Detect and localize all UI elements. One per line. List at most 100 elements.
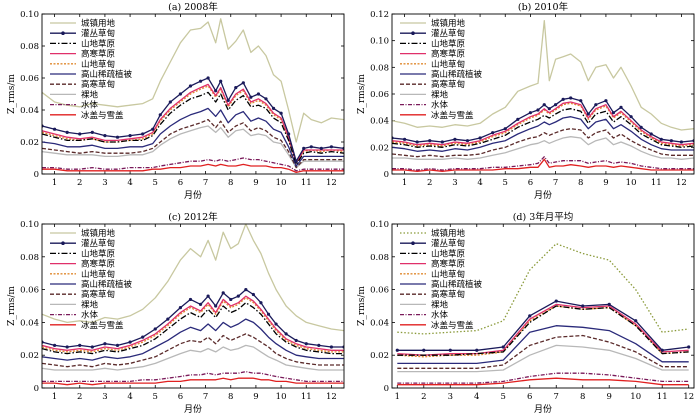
chart-title: (c) 2012年 xyxy=(168,211,218,223)
series-point xyxy=(317,343,321,347)
series-point xyxy=(287,132,291,136)
series-point xyxy=(528,111,533,115)
legend-label: 山地草原 xyxy=(431,38,465,49)
series-point xyxy=(188,297,193,302)
y-tick-label: 0.08 xyxy=(370,253,389,263)
x-tick-label: 8 xyxy=(228,392,233,402)
series-point xyxy=(151,127,155,131)
series-point xyxy=(554,299,558,303)
series-point xyxy=(422,348,426,352)
series-group xyxy=(42,224,344,386)
series-point xyxy=(501,345,505,349)
x-tick-label: 7 xyxy=(203,392,208,402)
series-point xyxy=(395,348,399,352)
x-tick-label: 4 xyxy=(127,392,132,402)
series-point xyxy=(440,140,444,144)
x-tick-label: 8 xyxy=(580,392,585,402)
series-line xyxy=(392,116,694,152)
legend-label: 高山稀疏植被 xyxy=(81,69,133,80)
x-tick-label: 2 xyxy=(77,178,82,188)
plot-frame xyxy=(41,13,345,175)
y-tick-label: 0.06 xyxy=(20,286,39,296)
series-point xyxy=(304,342,308,346)
x-tick-label: 11 xyxy=(301,392,312,402)
legend-label: 高山稀疏植被 xyxy=(431,279,483,290)
x-tick-label: 11 xyxy=(301,178,312,188)
x-tick-label: 6 xyxy=(178,178,183,188)
x-tick-label: 3 xyxy=(452,178,457,188)
series-point xyxy=(214,304,218,308)
series-point xyxy=(679,140,684,144)
series-line xyxy=(397,303,689,356)
series-point xyxy=(329,345,334,349)
series-line xyxy=(42,163,344,174)
legend-marker xyxy=(61,31,65,35)
series-line xyxy=(392,101,694,146)
series-line xyxy=(397,325,689,365)
series-point xyxy=(168,100,172,104)
y-axis-label: Z_rms/m xyxy=(7,74,17,114)
series-point xyxy=(478,136,482,140)
series-point xyxy=(629,115,633,119)
legend-label: 山地草甸 xyxy=(431,269,465,280)
series-point xyxy=(52,343,57,347)
x-tick-label: 4 xyxy=(127,178,132,188)
series-point xyxy=(271,106,276,110)
legend-label: 冰盖与雪盖 xyxy=(431,110,474,121)
legend-label: 灌丛草甸 xyxy=(431,28,465,39)
x-tick-label: 6 xyxy=(527,392,532,402)
y-tick-label: 0 xyxy=(384,170,389,180)
series-point xyxy=(198,302,203,306)
series-point xyxy=(516,117,520,121)
series-line xyxy=(42,157,344,172)
y-tick-label: 0 xyxy=(34,384,39,394)
y-tick-label: 0.02 xyxy=(20,351,39,361)
series-point xyxy=(178,92,183,96)
series-point xyxy=(90,345,94,349)
series-point xyxy=(115,135,120,139)
series-point xyxy=(302,146,306,150)
series-point xyxy=(103,342,107,346)
y-tick-label: 0.06 xyxy=(20,74,39,84)
x-tick-label: 5 xyxy=(153,178,158,188)
legend-label: 高寒草甸 xyxy=(431,79,465,90)
legend-label: 裸地 xyxy=(81,89,99,100)
x-tick-label: 6 xyxy=(178,392,183,402)
series-point xyxy=(553,103,558,107)
legend-label: 高寒草甸 xyxy=(81,289,115,300)
series-line xyxy=(42,118,344,169)
series-group xyxy=(395,243,691,386)
legend-label: 裸地 xyxy=(431,89,449,100)
y-axis-label: Z_rms/m xyxy=(7,286,17,326)
series-point xyxy=(65,130,69,134)
series-point xyxy=(90,130,94,134)
series-line xyxy=(397,300,689,351)
series-point xyxy=(294,159,298,163)
series-line xyxy=(392,156,694,171)
x-tick-label: 5 xyxy=(153,392,158,402)
y-tick-label: 0.10 xyxy=(370,37,389,47)
legend-label: 裸地 xyxy=(81,299,99,310)
series-point xyxy=(465,139,470,143)
series-point xyxy=(428,139,432,143)
legend-label: 山地草甸 xyxy=(81,269,115,280)
series-point xyxy=(266,312,271,316)
x-tick-label: 10 xyxy=(630,392,641,402)
legend-label: 灌丛草甸 xyxy=(431,238,465,249)
series-point xyxy=(206,294,210,298)
series-point xyxy=(569,96,573,100)
series-point xyxy=(491,131,495,135)
x-tick-label: 2 xyxy=(77,392,82,402)
x-tick-label: 3 xyxy=(102,392,107,402)
series-point xyxy=(128,340,132,344)
series-point xyxy=(453,137,457,141)
series-line xyxy=(42,18,344,143)
plot-frame xyxy=(391,223,695,389)
